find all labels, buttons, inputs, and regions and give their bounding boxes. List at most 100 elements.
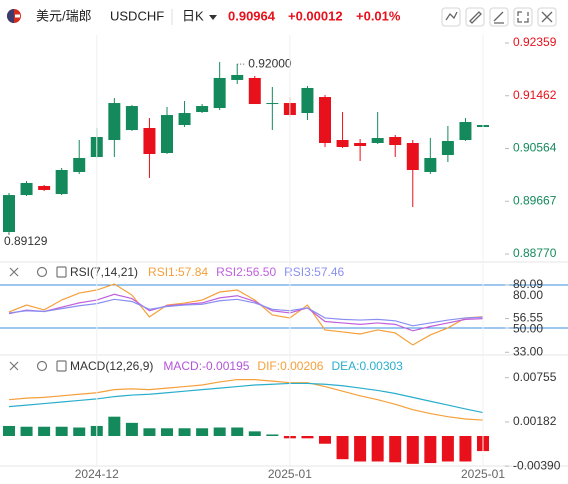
candle-body	[55, 169, 68, 195]
x-tick-label: 2024-12	[75, 467, 119, 481]
histogram-bar	[38, 426, 51, 436]
candle-body	[266, 103, 279, 105]
candle-body	[354, 143, 367, 147]
info-indicator[interactable]	[56, 360, 67, 372]
histogram-bar	[354, 436, 367, 462]
candle-body	[301, 87, 314, 114]
histogram-bar	[108, 416, 121, 436]
indicator-button[interactable]	[441, 7, 461, 27]
candle-body	[178, 113, 191, 126]
settings-indicator[interactable]	[36, 360, 48, 372]
symbol: USDCHF	[110, 8, 164, 23]
y-tick-label: 0.90564	[513, 141, 557, 155]
histogram-bar	[301, 436, 314, 439]
y-tick-label: 0.92359	[513, 35, 557, 49]
candle-body	[20, 182, 33, 196]
histogram-bar	[3, 425, 15, 436]
close-indicator[interactable]	[9, 361, 19, 371]
histogram-bar	[231, 427, 244, 436]
draw-button[interactable]	[465, 7, 485, 27]
candle-body	[424, 157, 437, 172]
candle-body	[108, 103, 121, 141]
close-button[interactable]	[537, 7, 557, 27]
histogram-bar	[336, 436, 349, 460]
histogram-bar	[73, 427, 86, 436]
pen-button[interactable]	[489, 7, 509, 27]
x-tick-label: 2025-01	[268, 467, 312, 481]
fullscreen-button[interactable]	[513, 7, 533, 27]
y-tick-label: 56.55	[513, 311, 543, 325]
settings-indicator[interactable]	[36, 266, 48, 278]
legend-entry: DIF:0.00206	[257, 359, 323, 373]
candle-body	[213, 77, 226, 109]
histogram-bar	[319, 436, 331, 444]
histogram-bar	[125, 422, 138, 436]
price-change-pct: +0.01%	[356, 8, 401, 23]
histogram-bar	[406, 436, 419, 464]
histogram-bar	[213, 427, 226, 436]
histogram-bar	[161, 428, 173, 436]
histogram-bar	[143, 428, 156, 436]
candle-body	[441, 141, 454, 155]
histogram-bar	[459, 436, 472, 462]
candle-body	[161, 115, 173, 153]
candle-body	[196, 106, 209, 113]
candle-body	[143, 128, 156, 154]
y-tick-label: 80.00	[513, 288, 543, 302]
histogram-bar	[424, 436, 437, 464]
y-tick-label: 0.88770	[513, 246, 557, 260]
y-tick-label: 33.00	[513, 344, 543, 358]
flag-icon	[7, 9, 21, 23]
indicator-line	[8, 283, 484, 346]
indicator-line	[8, 293, 484, 332]
period-select[interactable]: 日K	[182, 8, 204, 23]
pair-name: 美元/瑞郎	[36, 8, 92, 23]
candle-body	[371, 138, 384, 144]
histogram-bar	[441, 436, 454, 462]
legend-entry: RSI2:56.50	[216, 265, 276, 279]
candle-body	[459, 122, 472, 141]
candle-body	[406, 143, 419, 170]
histogram-bar	[178, 428, 191, 436]
indicator-title: MACD(12,26,9)	[70, 359, 153, 373]
y-tick-label: 0.00755	[513, 370, 557, 384]
legend-entry: DEA:0.00303	[331, 359, 403, 373]
panel-icons	[9, 266, 67, 372]
indicator-line	[8, 378, 484, 421]
x-tick-label: 2025-01	[461, 467, 505, 481]
histogram-bar	[266, 434, 279, 436]
last-price: 0.90964	[228, 8, 276, 23]
toolbar	[441, 7, 557, 27]
legend-entry: RSI3:57.46	[284, 265, 344, 279]
candle-body	[3, 195, 15, 233]
low-label: 0.89129	[4, 234, 48, 248]
indicator-title: RSI(7,14,21)	[70, 265, 138, 279]
close-indicator[interactable]	[9, 267, 19, 277]
price-change: +0.00012	[288, 8, 343, 23]
indicator-line	[8, 382, 484, 414]
candle-body	[389, 137, 402, 146]
y-tick-label: 50.00	[513, 322, 543, 336]
dropdown-arrow[interactable]	[209, 15, 217, 20]
candle-body	[125, 106, 138, 131]
legend-entry: MACD:-0.00195	[163, 359, 249, 373]
y-tick-label: 80.09	[513, 277, 543, 291]
histogram-bar	[371, 436, 384, 462]
candle-body	[38, 185, 51, 190]
histogram-bar	[20, 426, 33, 436]
y-tick-label: -0.00390	[513, 458, 561, 472]
histogram-bar	[248, 431, 261, 436]
candle-body	[336, 140, 349, 148]
info-indicator[interactable]	[56, 266, 67, 278]
y-tick-label: 0.91462	[513, 88, 557, 102]
candle-body	[231, 74, 244, 80]
y-tick-label: 0.89667	[513, 193, 557, 207]
candle-body	[319, 97, 331, 144]
high-label: 0.92000	[248, 56, 292, 70]
histogram-bar	[389, 436, 402, 463]
candle-body	[248, 77, 261, 105]
histogram-bar	[55, 426, 68, 436]
